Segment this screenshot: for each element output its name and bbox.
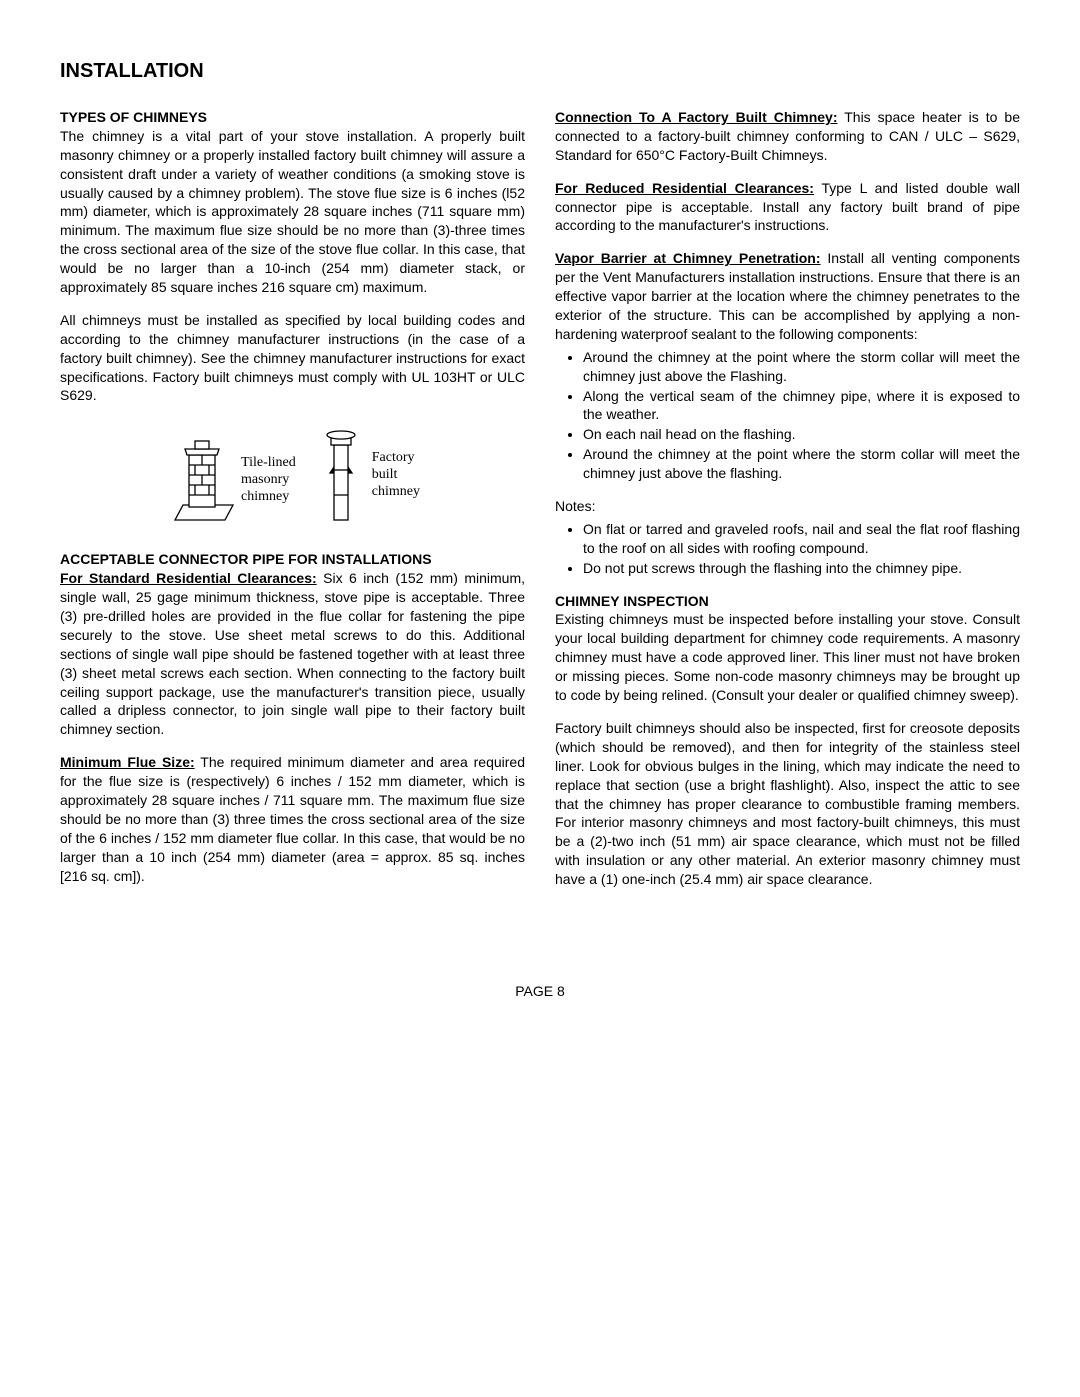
inline-heading: Minimum Flue Size: (60, 754, 195, 770)
right-column: Connection To A Factory Built Chimney: T… (555, 108, 1020, 903)
heading-chimney-inspection: CHIMNEY INSPECTION (555, 592, 1020, 611)
list-item: On flat or tarred and graveled roofs, na… (583, 520, 1020, 558)
paragraph: For Standard Residential Clearances: Six… (60, 569, 525, 739)
inline-heading: Connection To A Factory Built Chimney: (555, 109, 838, 125)
heading-connector-pipe: ACCEPTABLE CONNECTOR PIPE FOR INSTALLATI… (60, 550, 525, 569)
paragraph: For Reduced Residential Clearances: Type… (555, 179, 1020, 236)
list-item: On each nail head on the flashing. (583, 425, 1020, 444)
list-item: Along the vertical seam of the chimney p… (583, 387, 1020, 425)
inline-body: The required minimum diameter and area r… (60, 754, 525, 883)
page-number: PAGE 8 (60, 983, 1020, 999)
figure-label-factory: Factory built chimney (372, 450, 420, 500)
paragraph: Existing chimneys must be inspected befo… (555, 610, 1020, 704)
list-item: Around the chimney at the point where th… (583, 445, 1020, 483)
bullet-list: Around the chimney at the point where th… (555, 348, 1020, 483)
heading-types-of-chimneys: TYPES OF CHIMNEYS (60, 108, 525, 127)
page-title: INSTALLATION (60, 60, 1020, 83)
paragraph: Factory built chimneys should also be in… (555, 719, 1020, 889)
factory-chimney-icon (316, 425, 366, 525)
masonry-chimney-icon (165, 435, 235, 525)
figure-label-masonry: Tile-lined masonry chimney (241, 455, 296, 505)
inline-heading: For Standard Residential Clearances: (60, 570, 317, 586)
paragraph: Minimum Flue Size: The required minimum … (60, 753, 525, 885)
chimney-figure: Tile-lined masonry chimney Factory built… (60, 425, 525, 525)
list-item: Do not put screws through the flashing i… (583, 559, 1020, 578)
list-item: Around the chimney at the point where th… (583, 348, 1020, 386)
inline-body: Six 6 inch (152 mm) minimum, single wall… (60, 570, 525, 737)
bullet-list: On flat or tarred and graveled roofs, na… (555, 520, 1020, 578)
inline-heading: For Reduced Residential Clearances: (555, 180, 814, 196)
two-column-layout: TYPES OF CHIMNEYS The chimney is a vital… (60, 108, 1020, 903)
paragraph: Vapor Barrier at Chimney Penetration: In… (555, 249, 1020, 343)
paragraph: The chimney is a vital part of your stov… (60, 127, 525, 297)
paragraph: All chimneys must be installed as specif… (60, 311, 525, 405)
notes-label: Notes: (555, 497, 1020, 516)
paragraph: Connection To A Factory Built Chimney: T… (555, 108, 1020, 165)
inline-heading: Vapor Barrier at Chimney Penetration: (555, 250, 821, 266)
left-column: TYPES OF CHIMNEYS The chimney is a vital… (60, 108, 525, 903)
